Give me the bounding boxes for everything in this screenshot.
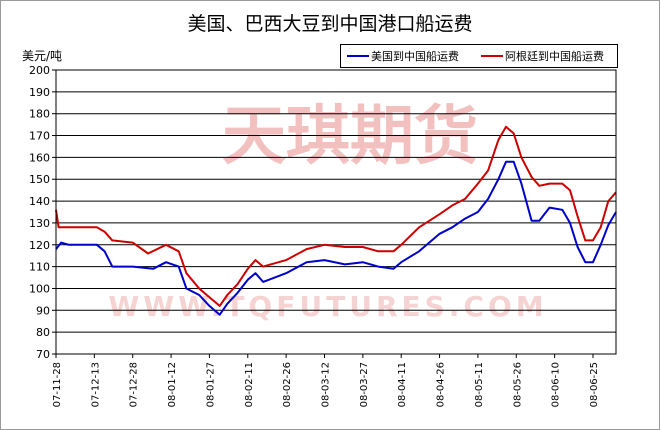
y-tick-label: 190 [29, 86, 50, 99]
x-tick-label: 08-04-11 [397, 362, 408, 407]
x-tick-label: 08-06-10 [551, 362, 562, 407]
y-tick-label: 120 [29, 239, 50, 252]
y-tick-label: 170 [29, 130, 50, 143]
y-axis-label: 美元/吨 [22, 49, 63, 63]
legend-item-argentina: 阿根廷到中国船运费 [481, 48, 604, 64]
y-tick-label: 110 [29, 261, 50, 274]
grid [56, 91, 616, 333]
x-tick-label: 08-05-11 [474, 362, 485, 407]
watermark-main-text: 天琪期货 [222, 100, 478, 174]
legend-swatch-us [347, 55, 369, 57]
y-axis: 70 80 90 100 110 120 130 140 150 160 170 180 190 200 [29, 64, 56, 361]
legend-label-us: 美国到中国船运费 [371, 50, 459, 63]
watermark: 天琪期货 WWW.TQFUTURES.COM [108, 100, 547, 323]
x-tick-label: 08-03-12 [320, 362, 331, 407]
x-tick-label: 08-02-26 [282, 362, 293, 407]
x-tick-label: 08-03-27 [359, 362, 370, 407]
chart-title: 美国、巴西大豆到中国港口船运费 [187, 13, 473, 35]
legend-item-us: 美国到中国船运费 [347, 48, 459, 64]
x-tick-label: 07-11-28 [52, 362, 63, 407]
x-tick-label: 08-06-25 [589, 362, 600, 407]
y-tick-label: 80 [36, 326, 50, 339]
y-tick-label: 180 [29, 108, 50, 121]
y-tick-label: 200 [29, 64, 50, 77]
y-tick-label: 70 [36, 348, 50, 361]
x-tick-label: 08-04-26 [436, 362, 447, 407]
plot-area-border [55, 69, 617, 355]
x-tick-label: 07-12-28 [129, 362, 140, 407]
x-tick-label: 08-02-11 [244, 362, 255, 407]
series-line-argentina [55, 125, 617, 307]
y-tick-label: 100 [29, 282, 50, 295]
y-tick-label: 90 [36, 304, 50, 317]
series-line-us [55, 160, 617, 316]
x-tick-label: 08-01-12 [167, 362, 178, 407]
series-group [55, 125, 617, 316]
x-tick-label: 08-01-27 [205, 362, 216, 407]
y-tick-label: 130 [29, 217, 50, 230]
y-tick-label: 150 [29, 173, 50, 186]
x-axis: 07-11-28 07-12-13 07-12-28 08-01-12 08-01-27… [52, 354, 600, 407]
y-tick-label: 160 [29, 151, 50, 164]
legend-label-argentina: 阿根廷到中国船运费 [505, 50, 604, 63]
legend: 美国到中国船运费 阿根廷到中国船运费 [340, 44, 618, 68]
x-tick-label: 07-12-13 [90, 362, 101, 407]
x-tick-label: 08-05-26 [512, 362, 523, 407]
legend-swatch-argentina [481, 55, 503, 57]
y-tick-label: 140 [29, 195, 50, 208]
watermark-sub-text: WWW.TQFUTURES.COM [108, 290, 547, 323]
